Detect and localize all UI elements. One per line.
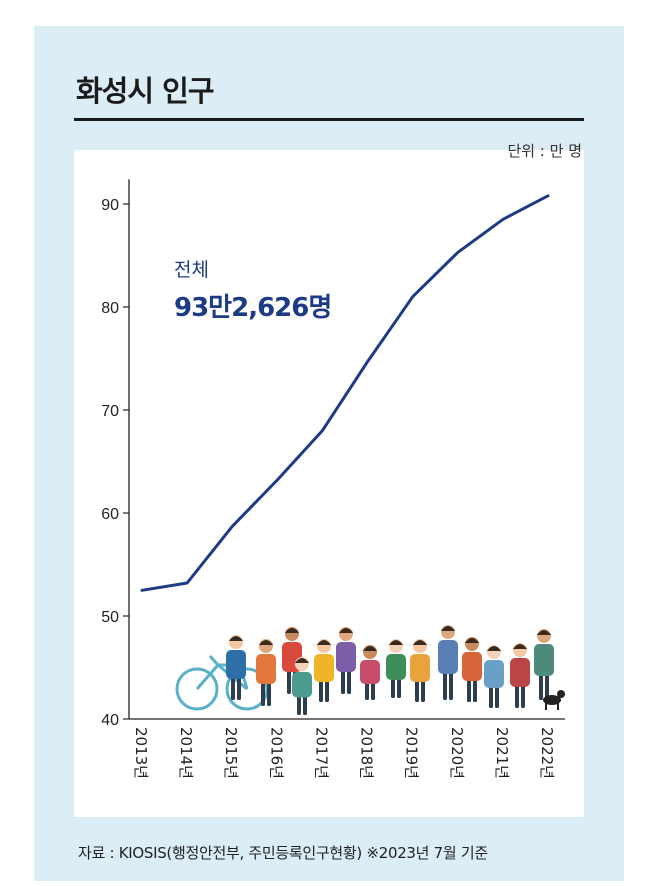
- dog-leg: [545, 702, 547, 710]
- person-leg: [415, 678, 419, 702]
- title-divider: [74, 118, 584, 121]
- person-body: [484, 660, 504, 688]
- person-leg: [391, 676, 395, 698]
- person-leg: [341, 668, 345, 694]
- person-body: [510, 658, 530, 687]
- person-leg: [473, 677, 477, 702]
- person-leg: [489, 684, 493, 708]
- x-tick-label: 2021년: [493, 727, 511, 779]
- person-hair: [229, 636, 243, 641]
- person-leg: [287, 668, 291, 694]
- person-leg: [521, 683, 525, 708]
- person-leg: [539, 672, 543, 700]
- annotation-label: 전체: [174, 259, 209, 281]
- person-body: [386, 654, 406, 680]
- y-tick-label: 70: [101, 403, 119, 420]
- bicycle-wheel: [175, 667, 219, 711]
- person-leg: [297, 693, 301, 715]
- person-hair: [465, 638, 479, 643]
- x-tick-label: 2016년: [267, 727, 285, 779]
- x-tick-label: 2019년: [403, 727, 421, 779]
- person-body: [226, 650, 246, 679]
- person-hair: [441, 626, 455, 631]
- person-hair: [487, 646, 501, 651]
- person-leg: [449, 670, 453, 700]
- person-hair: [285, 628, 299, 633]
- person-hair: [363, 646, 377, 651]
- person-body: [410, 654, 430, 682]
- person-leg: [467, 677, 471, 702]
- person-hair: [295, 658, 309, 663]
- source-note: 자료 : KIOSIS(행정안전부, 주민등록인구현황) ※2023년 7월 기…: [78, 844, 488, 862]
- x-tick-label: 2020년: [448, 727, 466, 779]
- person-hair: [389, 640, 403, 645]
- person-leg: [495, 684, 499, 708]
- person-leg: [443, 670, 447, 700]
- person-body: [256, 654, 276, 684]
- person-leg: [515, 683, 519, 708]
- person-hair: [259, 640, 273, 645]
- annotation-value: 93만2,626명: [174, 293, 331, 323]
- person-leg: [261, 680, 265, 706]
- chart-title: 화성시 인구: [76, 74, 214, 108]
- person-body: [336, 642, 356, 672]
- person-body: [314, 654, 334, 682]
- dog-body: [543, 695, 561, 705]
- y-tick-label: 60: [101, 506, 119, 523]
- person-hair: [513, 644, 527, 649]
- x-ticks: 2013년 2014년 2015년 2016년 2017년 2018년 2019년 2020년…: [132, 727, 556, 779]
- person-leg: [545, 672, 549, 700]
- y-tick-label: 40: [101, 712, 119, 729]
- y-tick-label: 50: [101, 609, 119, 626]
- person-leg: [303, 693, 307, 715]
- series-line-total: [140, 194, 550, 592]
- person-leg: [267, 680, 271, 706]
- person-body: [534, 644, 554, 676]
- person-body: [360, 660, 380, 684]
- person-leg: [371, 680, 375, 700]
- person-body: [438, 640, 458, 674]
- person-body: [462, 652, 482, 681]
- person-leg: [319, 678, 323, 702]
- person-leg: [237, 675, 241, 700]
- dog-head: [557, 690, 565, 698]
- axes: [128, 179, 565, 720]
- person-leg: [347, 668, 351, 694]
- person-hair: [537, 630, 551, 635]
- dog-leg: [557, 702, 559, 710]
- x-tick-label: 2014년: [177, 727, 195, 779]
- crowd-of-people-illustration: [175, 625, 565, 715]
- person-body: [292, 672, 312, 698]
- x-tick-label: 2022년: [538, 727, 556, 779]
- x-tick-label: 2013년: [132, 727, 150, 779]
- x-tick-label: 2015년: [222, 727, 240, 779]
- person-hair: [317, 640, 331, 645]
- y-tick-label: 90: [101, 197, 119, 214]
- person-leg: [421, 678, 425, 702]
- x-tick-label: 2017년: [312, 727, 330, 779]
- person-leg: [365, 680, 369, 700]
- person-leg: [397, 676, 401, 698]
- x-tick-label: 2018년: [358, 727, 376, 779]
- person-hair: [339, 628, 353, 633]
- unit-label: 단위 : 만 명: [507, 142, 582, 160]
- y-ticks: 40 50 60 70 80 90: [101, 197, 129, 729]
- person-hair: [413, 640, 427, 645]
- person-leg: [231, 675, 235, 700]
- y-tick-label: 80: [101, 300, 119, 317]
- person-leg: [325, 678, 329, 702]
